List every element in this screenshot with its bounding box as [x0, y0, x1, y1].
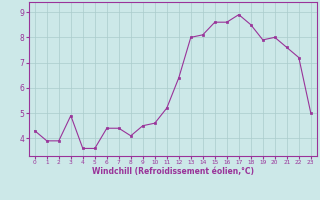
- X-axis label: Windchill (Refroidissement éolien,°C): Windchill (Refroidissement éolien,°C): [92, 167, 254, 176]
